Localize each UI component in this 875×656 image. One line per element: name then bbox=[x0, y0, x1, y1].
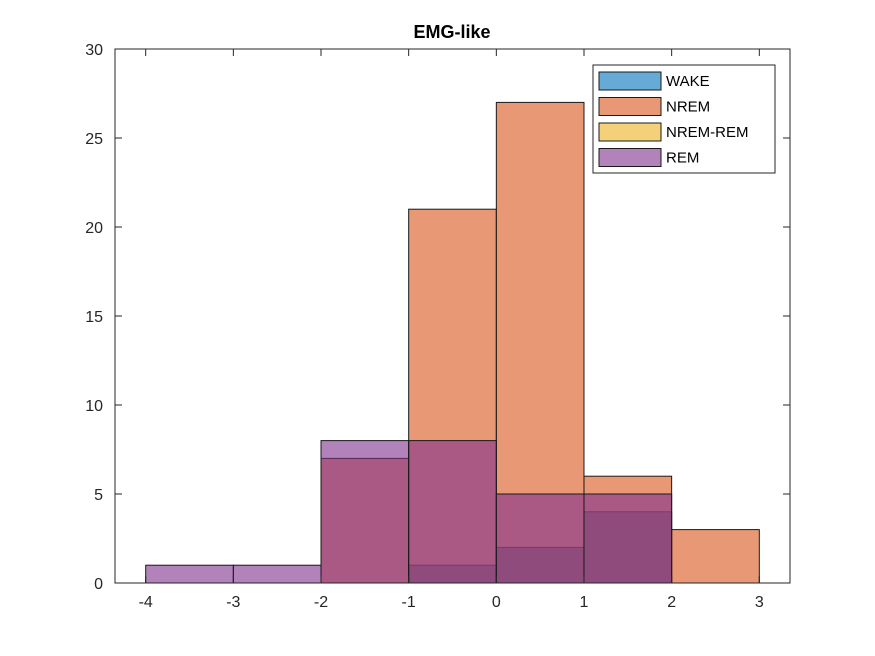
x-tick-label: -3 bbox=[226, 594, 240, 611]
legend-label-wake: WAKE bbox=[666, 73, 710, 90]
bar-rem-5 bbox=[583, 493, 673, 584]
legend-label-nrem-rem: NREM-REM bbox=[666, 124, 749, 141]
legend-swatch-wake bbox=[598, 71, 662, 91]
x-tick-label: -4 bbox=[139, 594, 153, 611]
x-tick-label: 1 bbox=[580, 594, 589, 611]
x-tick-label: 2 bbox=[667, 594, 676, 611]
bars-layer bbox=[145, 101, 760, 584]
y-tick-label: 10 bbox=[85, 398, 103, 415]
x-tick-label: 0 bbox=[492, 594, 501, 611]
bar-rem-3 bbox=[408, 440, 497, 584]
bar-nrem-6 bbox=[671, 529, 760, 584]
legend-label-rem: REM bbox=[666, 150, 699, 167]
x-tick-label: -1 bbox=[402, 594, 416, 611]
bar-rem-2 bbox=[320, 440, 410, 584]
y-tick-label: 5 bbox=[94, 487, 103, 504]
x-tick-label: -2 bbox=[314, 594, 328, 611]
y-tick-label: 25 bbox=[85, 131, 103, 148]
bar-rem-0 bbox=[145, 564, 234, 584]
y-tick-label: 20 bbox=[85, 220, 103, 237]
y-tick-label: 30 bbox=[85, 42, 103, 59]
y-tick-label: 0 bbox=[94, 576, 103, 593]
bar-rem-4 bbox=[495, 493, 585, 584]
legend: WAKE NREM NREM-REM REM bbox=[592, 64, 776, 174]
legend-label-nrem: NREM bbox=[666, 99, 710, 116]
legend-swatch-nrem bbox=[598, 97, 662, 116]
x-tick-label: 3 bbox=[755, 594, 764, 611]
legend-swatch-rem bbox=[598, 148, 662, 167]
y-tick-label: 15 bbox=[85, 309, 103, 326]
chart-title: EMG-like bbox=[413, 22, 490, 42]
legend-swatch-nrem-rem bbox=[598, 122, 662, 142]
bar-rem-1 bbox=[232, 564, 322, 584]
